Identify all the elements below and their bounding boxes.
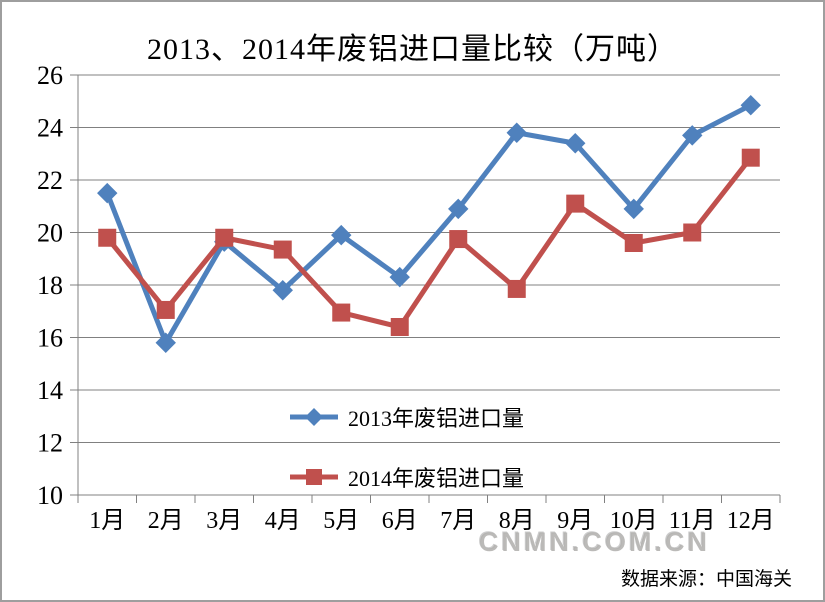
series-1-marker	[507, 279, 526, 298]
series-0-marker	[506, 122, 527, 143]
series-0	[97, 94, 761, 353]
x-axis-label: 11月	[669, 508, 716, 534]
series-1-marker	[156, 300, 175, 319]
x-axis-label: 9月	[557, 508, 593, 534]
y-axis-label: 26	[37, 61, 63, 90]
legend-label-2013: 2013年废铝进口量	[348, 406, 525, 431]
series-0-marker	[565, 133, 586, 154]
series-0-marker	[97, 182, 118, 204]
series-1-marker	[332, 303, 351, 322]
y-axis-label: 24	[37, 114, 63, 143]
x-axis-label: 6月	[382, 508, 418, 534]
series-1-marker	[683, 223, 702, 242]
watermark: CNMN.COM.CN	[479, 527, 710, 557]
series-1-marker	[273, 240, 292, 259]
x-axis-label: 10月	[610, 508, 658, 534]
legend-marker-diamond	[305, 408, 323, 426]
series-0-marker	[389, 266, 410, 288]
series-0-marker	[623, 198, 644, 220]
legend-item-2013: 2013年废铝进口量	[289, 403, 524, 431]
x-axis-label: 12月	[727, 508, 775, 534]
series-0-line	[104, 102, 754, 346]
y-axis-label: 14	[37, 376, 63, 405]
x-axis-label: 3月	[206, 508, 242, 534]
x-axis-label: 8月	[499, 508, 535, 534]
series-1-marker	[98, 228, 117, 247]
y-axis-label: 12	[37, 429, 63, 458]
legend-marker-square	[306, 469, 322, 485]
series-1-marker	[449, 230, 468, 249]
series-1-marker	[390, 318, 409, 336]
y-axis-label: 10	[37, 481, 63, 510]
x-axis-label: 1月	[89, 508, 125, 534]
series-1	[98, 148, 760, 336]
chart-title: 2013、2014年废铝进口量比较（万吨）	[147, 33, 678, 66]
series-1-marker	[215, 228, 234, 247]
y-axis-label: 20	[37, 219, 63, 248]
series-0-marker	[331, 224, 352, 246]
legend-swatch-2013	[290, 408, 338, 426]
series-0-marker	[682, 125, 703, 146]
x-axis-label: 5月	[323, 508, 359, 534]
x-axis-label: 2月	[148, 508, 184, 534]
x-axis-label: 7月	[440, 508, 476, 534]
source-note: 数据来源：中国海关	[620, 569, 792, 590]
x-axis-label: 4月	[265, 508, 301, 534]
series-0-marker	[272, 280, 293, 301]
series-1-line	[104, 155, 754, 330]
series-0-marker	[155, 332, 176, 353]
series-0-marker	[448, 198, 469, 220]
y-axis-label: 18	[37, 271, 63, 300]
legend-label-2014: 2014年废铝进口量	[348, 466, 525, 491]
legend-swatch-2014	[290, 469, 338, 485]
legend-item-2014: 2014年废铝进口量	[289, 463, 524, 491]
series-1-marker	[566, 194, 585, 213]
series-1-marker	[741, 148, 760, 167]
y-axis-label: 22	[37, 166, 63, 195]
y-axis-label: 16	[37, 324, 63, 353]
series-0-marker	[740, 94, 761, 116]
series-1-marker	[624, 234, 643, 252]
